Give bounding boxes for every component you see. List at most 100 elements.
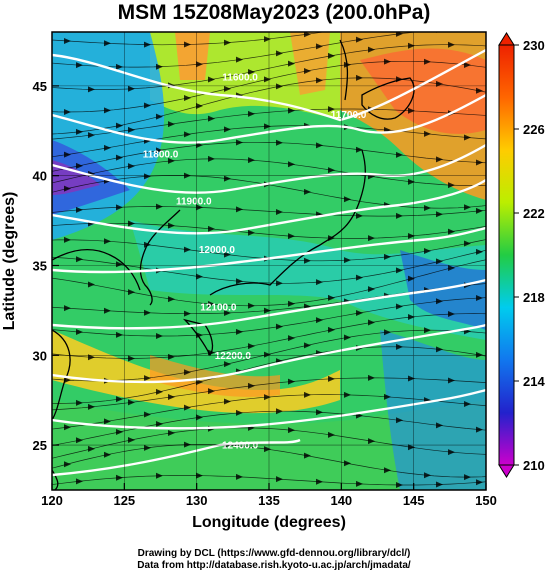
wind-arrow <box>236 328 243 335</box>
wind-arrow <box>88 354 95 361</box>
wind-arrow <box>316 317 323 324</box>
wind-arrow <box>224 85 231 92</box>
wind-arrow <box>356 146 363 153</box>
wind-arrow <box>424 15 431 21</box>
wind-arrow <box>208 76 215 83</box>
wind-arrow <box>104 107 111 114</box>
streamline <box>52 377 486 411</box>
wind-arrow <box>196 142 203 149</box>
wind-arrow <box>128 289 135 296</box>
wind-arrow <box>464 204 471 211</box>
wind-arrow <box>88 403 95 410</box>
wind-arrow <box>76 128 83 135</box>
wind-arrow <box>464 11 471 17</box>
wind-arrow <box>236 139 243 146</box>
wind-arrow <box>236 206 243 213</box>
colorbar-tick-label: 230 <box>523 38 545 53</box>
wind-arrow <box>448 264 455 271</box>
wind-arrow <box>304 391 311 398</box>
wind-arrow <box>436 481 443 488</box>
wind-arrow <box>128 126 135 133</box>
wind-arrow <box>344 391 351 398</box>
contour-label: 12400.0 <box>222 441 259 452</box>
wind-arrow <box>384 467 391 474</box>
wind-arrow <box>264 76 271 83</box>
wind-arrow <box>436 80 443 87</box>
wind-arrow <box>104 307 111 314</box>
wind-arrow <box>128 85 135 92</box>
wind-arrow <box>64 108 71 115</box>
wind-arrow <box>408 444 415 451</box>
wind-arrow <box>64 151 71 158</box>
wind-arrow <box>236 56 243 63</box>
wind-arrow <box>248 382 255 389</box>
lat-lon-grid <box>52 32 486 490</box>
contour-label: 11600.0 <box>222 72 258 83</box>
wind-arrow <box>328 326 335 333</box>
wind-arrow <box>196 332 203 339</box>
wind-arrow <box>316 478 323 485</box>
wind-arrow <box>408 375 415 382</box>
wind-arrow <box>88 86 95 93</box>
wind-arrow <box>156 421 163 428</box>
wind-arrow <box>184 131 191 138</box>
x-tick-label: 150 <box>475 493 497 508</box>
wind-arrow <box>436 258 443 265</box>
wind-arrow <box>128 399 135 406</box>
wind-arrow <box>184 310 191 317</box>
wind-arrow <box>76 399 83 406</box>
wind-arrow <box>116 331 123 338</box>
y-axis-title: Latitude (degrees) <box>1 192 18 331</box>
wind-arrow <box>76 328 83 335</box>
wind-arrow <box>288 300 295 307</box>
y-axis-ticks: 25 30 35 40 45 <box>33 79 59 453</box>
wind-arrow <box>288 161 295 168</box>
wind-arrow <box>248 157 255 164</box>
wind-arrow <box>184 95 191 102</box>
wind-arrow <box>104 238 111 245</box>
wind-arrow <box>224 175 231 182</box>
wind-arrow <box>408 232 415 239</box>
wind-arrow <box>248 343 255 350</box>
wind-arrow <box>128 355 135 362</box>
wind-arrow <box>144 309 151 316</box>
wind-arrow <box>288 427 295 434</box>
wind-arrow <box>104 144 111 151</box>
wind-arrow <box>168 393 175 400</box>
wind-arrow <box>344 196 351 203</box>
wind-arrow <box>156 472 163 479</box>
wind-arrow <box>208 155 215 162</box>
wind-arrow <box>464 401 471 408</box>
wind-arrow <box>288 107 295 114</box>
wind-arrow <box>276 208 283 215</box>
wind-arrow <box>144 375 151 382</box>
wind-arrow <box>184 404 191 411</box>
wind-arrow <box>396 481 403 488</box>
wind-arrow <box>384 393 391 400</box>
wind-arrow <box>368 438 375 445</box>
colorbar: 230 226 222 218 214 210 <box>498 32 545 478</box>
wind-arrow <box>304 32 311 38</box>
wind-arrow <box>264 394 271 401</box>
wind-arrow <box>424 58 431 65</box>
wind-arrow <box>208 301 215 308</box>
wind-arrow <box>248 229 255 236</box>
wind-arrow <box>168 429 175 436</box>
wind-arrow <box>328 375 335 382</box>
height-contours <box>52 48 486 477</box>
wind-arrow <box>276 476 283 483</box>
streamline <box>52 44 486 90</box>
x-axis-ticks: 120 125 130 135 140 145 150 <box>41 483 497 508</box>
wind-arrow <box>196 379 203 386</box>
wind-arrow <box>436 346 443 353</box>
wind-arrow <box>248 302 255 309</box>
wind-arrow <box>224 126 231 133</box>
wind-arrow <box>156 147 163 154</box>
colorbar-tick-label: 218 <box>523 290 545 305</box>
wind-arrow <box>476 207 483 214</box>
wind-arrow <box>424 130 431 137</box>
wind-streamlines <box>52 11 486 488</box>
wind-arrow <box>304 188 311 195</box>
wind-arrow <box>236 278 243 285</box>
wind-arrow <box>408 275 415 282</box>
